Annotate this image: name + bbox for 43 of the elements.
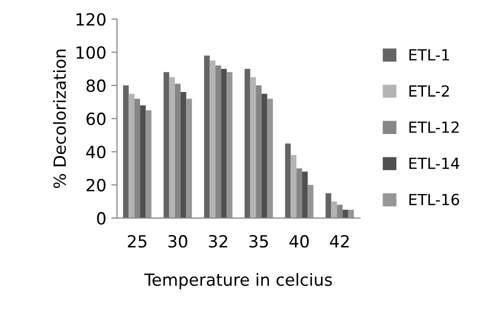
y-tick-label: 60 — [86, 112, 106, 126]
bar — [123, 85, 129, 218]
y-tick-label: 20 — [86, 178, 106, 192]
x-tick-label: 40 — [289, 235, 309, 248]
x-tick-label: 42 — [330, 235, 349, 248]
legend-label: ETL-2 — [409, 85, 449, 97]
bar — [180, 92, 186, 218]
x-tick-label: 32 — [208, 235, 228, 248]
y-axis-title: % Decolorization — [53, 50, 66, 188]
bar — [308, 184, 314, 218]
bar — [186, 98, 192, 218]
bar — [244, 68, 250, 218]
y-tick-label: 120 — [76, 13, 106, 26]
bar — [140, 105, 146, 218]
bar — [250, 77, 256, 218]
y-tick-label: 100 — [76, 46, 106, 59]
legend-label: ETL-1 — [409, 49, 449, 60]
bar — [326, 193, 332, 218]
legend-label: ETL-16 — [409, 194, 460, 206]
bar — [290, 155, 296, 218]
x-tick-label: 25 — [128, 235, 146, 248]
bar — [226, 72, 232, 218]
bar — [262, 94, 268, 218]
x-tick-label: 35 — [249, 235, 268, 248]
bar — [146, 110, 152, 218]
y-tick-label: 40 — [86, 146, 106, 158]
bar — [221, 68, 227, 218]
bar — [210, 60, 216, 218]
legend-label: ETL-12 — [409, 121, 459, 133]
legend-label: ETL-14 — [409, 158, 460, 169]
bar — [342, 210, 348, 218]
bar — [285, 143, 291, 218]
bar — [302, 172, 308, 218]
bar — [164, 72, 170, 218]
y-tick-label: 80 — [86, 79, 106, 92]
bar — [267, 98, 273, 218]
bar — [128, 94, 134, 218]
bar — [169, 77, 175, 218]
bar — [204, 56, 210, 218]
x-axis-title: Temperature in celcius — [144, 273, 332, 290]
x-tick-label: 30 — [168, 235, 188, 248]
bar — [331, 201, 337, 218]
y-tick-label: 0 — [97, 212, 106, 225]
